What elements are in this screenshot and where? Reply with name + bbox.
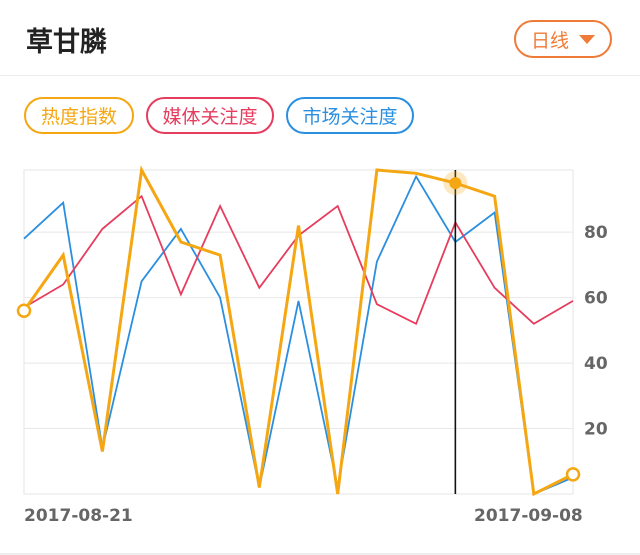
legend-chip-market[interactable]: 市场关注度 [286, 97, 414, 134]
y-tick-label-20: 20 [584, 420, 608, 440]
y-tick-label-60: 60 [584, 289, 608, 309]
legend-chip-heat[interactable]: 热度指数 [24, 97, 134, 134]
plot-frame [23, 169, 574, 495]
series-line-0 [22, 165, 574, 497]
page-title: 草甘膦 [26, 27, 107, 58]
period-dropdown[interactable]: 日线 [514, 20, 612, 58]
cursor-point [449, 177, 462, 190]
bottom-divider [0, 553, 640, 555]
x-tick-label-start: 2017-08-21 [24, 506, 133, 526]
heat-endpoint-marker-14 [565, 467, 581, 482]
caret-down-icon [579, 34, 595, 44]
heat-endpoint-marker-0 [16, 303, 32, 318]
period-label: 日线 [530, 29, 569, 52]
header-bar: 草甘膦 日线 [0, 0, 640, 76]
y-tick-label-80: 80 [584, 223, 608, 243]
y-tick-label-40: 40 [584, 354, 608, 374]
legend-chip-media[interactable]: 媒体关注度 [146, 97, 274, 134]
line-chart[interactable]: 20 40 60 80 [0, 150, 640, 510]
series-line-2 [23, 174, 574, 496]
legend-label-market: 市场关注度 [302, 106, 398, 128]
legend-label-heat: 热度指数 [40, 106, 117, 128]
legend-label-media: 媒体关注度 [162, 106, 258, 128]
x-tick-label-end: 2017-09-08 [474, 506, 583, 526]
